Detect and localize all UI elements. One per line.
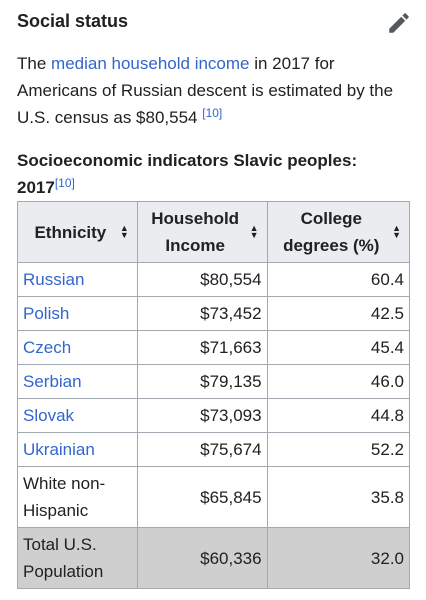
- income-cell: $75,674: [136, 432, 268, 467]
- paragraph-text-before: The: [17, 54, 52, 73]
- income-cell: $73,093: [136, 398, 268, 433]
- column-header-label: College degrees (%): [283, 209, 380, 255]
- sort-icon[interactable]: ▲ ▼: [249, 223, 259, 240]
- caption-reference-link[interactable]: [10]: [54, 176, 75, 190]
- income-cell: $73,452: [136, 296, 268, 331]
- ethnicity-link[interactable]: Russian: [23, 270, 85, 289]
- sort-icon[interactable]: ▲ ▼: [392, 223, 401, 240]
- table-row: Slovak $73,093 44.8: [17, 398, 411, 433]
- college-cell: 35.8: [266, 466, 411, 528]
- table-row: Ukrainian $75,674 52.2: [17, 432, 411, 467]
- sort-icon[interactable]: ▲ ▼: [119, 223, 129, 240]
- intro-paragraph: The median household income in 2017 for …: [17, 50, 412, 131]
- table-row: White non-Hispanic $65,845 35.8: [17, 466, 411, 528]
- income-cell: $60,336: [136, 527, 268, 589]
- column-header-label: Household Income: [151, 209, 240, 255]
- column-header-ethnicity[interactable]: Ethnicity ▲ ▼: [17, 201, 138, 263]
- table-row: Czech $71,663 45.4: [17, 330, 411, 365]
- ethnicity-link[interactable]: Slovak: [23, 406, 75, 425]
- column-header-label: Ethnicity: [34, 222, 107, 242]
- college-cell: 44.8: [266, 398, 411, 433]
- ethnicity-link[interactable]: Ukrainian: [23, 440, 95, 459]
- college-cell: 52.2: [266, 432, 411, 467]
- ethnicity-cell: Total U.S. Population: [17, 527, 138, 589]
- median-household-income-link[interactable]: median household income: [51, 54, 250, 73]
- table-header-row: Ethnicity ▲ ▼ Household Income ▲ ▼ College…: [17, 201, 411, 263]
- table-row: Russian $80,554 60.4: [17, 262, 411, 297]
- college-cell: 60.4: [266, 262, 411, 297]
- table-row: Polish $73,452 42.5: [17, 296, 411, 331]
- income-cell: $71,663: [136, 330, 268, 365]
- table-row-total: Total U.S. Population $60,336 32.0: [17, 527, 411, 589]
- ethnicity-link[interactable]: Polish: [23, 304, 70, 323]
- college-cell: 45.4: [266, 330, 411, 365]
- table-caption: Socioeconomic indicators Slavic peoples:…: [17, 147, 397, 201]
- ethnicity-cell: White non-Hispanic: [17, 466, 138, 528]
- section-header: Social status: [0, 0, 426, 44]
- college-cell: 42.5: [266, 296, 411, 331]
- reference-link[interactable]: [10]: [202, 106, 223, 120]
- ethnicity-link[interactable]: Czech: [23, 338, 72, 357]
- college-cell: 32.0: [266, 527, 411, 589]
- ethnicity-link[interactable]: Serbian: [23, 372, 82, 391]
- column-header-household-income[interactable]: Household Income ▲ ▼: [136, 201, 268, 263]
- table-caption-text: Socioeconomic indicators Slavic peoples:…: [17, 151, 358, 197]
- socioeconomic-table: Ethnicity ▲ ▼ Household Income ▲ ▼ College…: [17, 201, 411, 589]
- income-cell: $65,845: [136, 466, 268, 528]
- income-cell: $79,135: [136, 364, 268, 399]
- section-title: Social status: [17, 11, 129, 31]
- column-header-college-degrees[interactable]: College degrees (%) ▲ ▼: [266, 201, 411, 263]
- table-row: Serbian $79,135 46.0: [17, 364, 411, 399]
- college-cell: 46.0: [266, 364, 411, 399]
- pencil-icon[interactable]: [386, 10, 412, 36]
- paragraph-text-after: in 2017 for Americans of Russian descent…: [17, 54, 394, 127]
- income-cell: $80,554: [136, 262, 268, 297]
